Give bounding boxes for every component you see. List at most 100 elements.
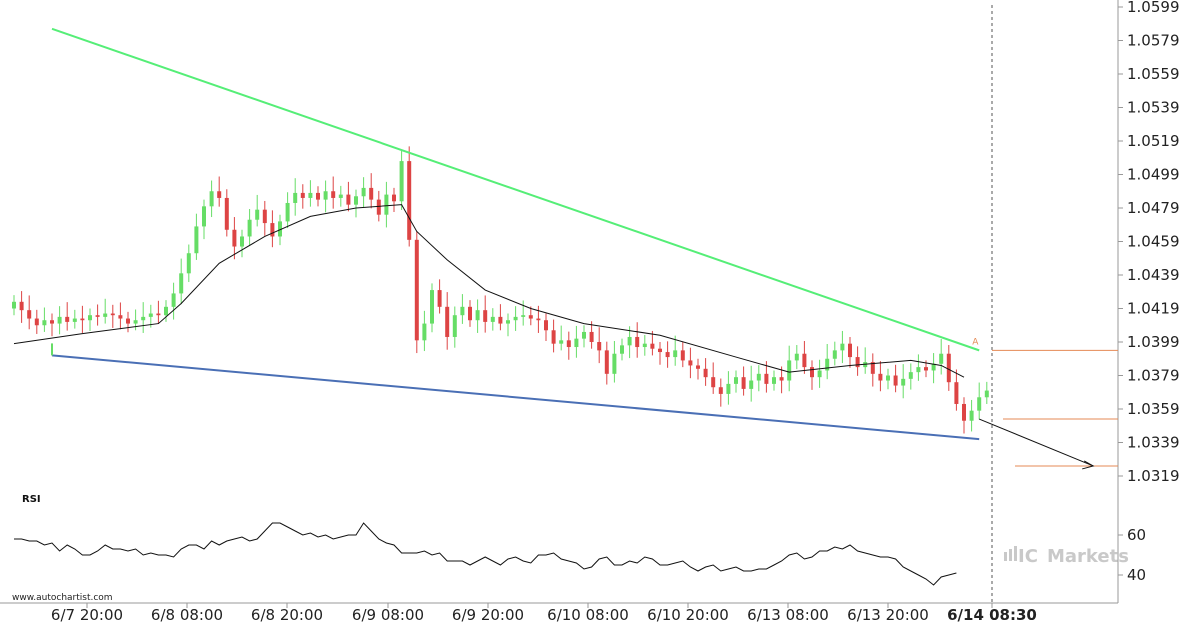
time-tick-label: 6/13 20:00 (847, 606, 929, 624)
time-tick-label: 6/10 20:00 (647, 606, 729, 624)
candle-down (224, 197, 229, 230)
candle-down (34, 318, 39, 326)
candle-down (604, 350, 609, 374)
rsi-title: RSI (22, 494, 41, 505)
candle-down (954, 382, 959, 404)
candle-up (794, 353, 799, 361)
candle-down (718, 387, 723, 394)
candle-down (870, 362, 875, 374)
price-tick-label: 1.0399 (1127, 333, 1180, 351)
candle-down (369, 187, 374, 200)
candle-up (384, 194, 389, 215)
candle-down (893, 375, 898, 386)
candle-up (278, 221, 282, 237)
candle-up (338, 194, 343, 198)
candle-down (156, 313, 161, 316)
brand-logo: IC Markets (1004, 546, 1129, 567)
candle-down (848, 343, 852, 358)
candle-up (787, 360, 792, 381)
candle-down (414, 239, 419, 341)
price-tick-label: 1.0459 (1127, 233, 1180, 251)
candle-up (521, 315, 526, 317)
candle-up (642, 343, 647, 348)
candle-down (126, 318, 130, 324)
candle-down (658, 348, 662, 353)
candle-down (498, 316, 503, 324)
price-tick-label: 1.0319 (1127, 467, 1180, 485)
support-trendline (51, 354, 980, 441)
candle-down (764, 373, 769, 384)
candle-down (680, 350, 685, 361)
candle-down (528, 315, 533, 319)
candle-up (916, 367, 921, 373)
candle-up (475, 310, 480, 321)
moving-average-line (13, 204, 965, 378)
candle-down (946, 353, 951, 383)
candle-down (376, 199, 381, 215)
candle-down (331, 191, 336, 198)
candle-up (977, 397, 982, 411)
candle-up (361, 187, 366, 197)
candle-up (240, 236, 244, 247)
candle-up (399, 161, 404, 202)
candle-up (901, 378, 906, 386)
price-axis: 1.0599 1.0579 1.0559 1.0539 1.0519 1.0499 1.04… (1118, 0, 1180, 485)
candle-up (513, 316, 518, 321)
candle-up (726, 383, 731, 394)
candle-down (80, 318, 85, 321)
candle-up (209, 191, 214, 207)
candle-down (95, 315, 100, 317)
candle-up (506, 320, 510, 324)
candle-up (825, 358, 830, 371)
candle-up (148, 313, 153, 317)
candle-up (171, 293, 176, 307)
candle-down (566, 340, 571, 348)
candle-up (490, 316, 495, 322)
candle-up (103, 313, 108, 317)
candle-down (703, 368, 708, 378)
resistance-trendline (51, 27, 980, 352)
time-tick-label: 6/8 08:00 (151, 606, 223, 624)
time-tick-label: 6/13 08:00 (747, 606, 829, 624)
candle-up (186, 253, 191, 274)
candle-up (179, 273, 184, 294)
candle-up (308, 192, 313, 198)
brand-logo-text: Markets (1047, 546, 1129, 567)
candle-up (772, 377, 776, 384)
candle-up (354, 196, 358, 205)
candle-up (939, 353, 944, 364)
candle-down (688, 360, 693, 366)
price-tick-label: 1.0559 (1127, 65, 1180, 83)
candle-down (536, 318, 541, 321)
projection-arrow (979, 418, 1094, 467)
candle-up (133, 320, 138, 324)
candle-up (285, 202, 290, 222)
candle-down (232, 229, 237, 247)
candle-down (407, 161, 412, 240)
level-lines (51, 343, 1118, 467)
candle-down (65, 316, 70, 322)
candle-down (217, 191, 222, 198)
candle-up (164, 306, 168, 316)
time-tick-label: 6/8 20:00 (251, 606, 323, 624)
candle-up (323, 191, 328, 200)
candle-up (931, 363, 936, 371)
time-tick-label: 6/9 08:00 (352, 606, 424, 624)
price-tick-label: 1.0439 (1127, 266, 1180, 284)
candlestick-series (12, 146, 989, 434)
candle-down (27, 310, 32, 319)
candle-down (802, 353, 807, 368)
brand-logo-text: IC (1018, 546, 1038, 567)
candle-up (620, 345, 624, 354)
candle-up (756, 373, 761, 381)
candle-up (293, 192, 298, 203)
candle-up (840, 343, 845, 351)
candle-down (544, 320, 548, 331)
candle-up (88, 315, 92, 321)
rsi-tick-label: 40 (1127, 566, 1146, 584)
time-tick-label-current: 6/14 08:30 (947, 606, 1037, 624)
price-tick-label: 1.0479 (1127, 199, 1180, 217)
candle-up (817, 370, 822, 378)
candle-down (665, 352, 670, 358)
candle-down (696, 365, 700, 369)
